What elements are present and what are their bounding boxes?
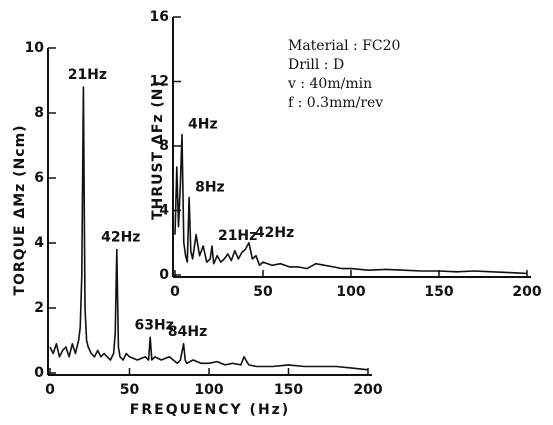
y-tick-label: 12 — [150, 74, 169, 90]
y-axis-label: THRUST ΔFz (N) — [150, 80, 166, 220]
spectrum-line — [49, 86, 369, 371]
y-tick-label: 4 — [34, 235, 44, 251]
x-tick-label: 0 — [45, 382, 55, 398]
x-tick-label: 0 — [170, 284, 180, 300]
peak-label: 63Hz — [134, 317, 173, 333]
y-axis-label: TORQUE ΔMz (Ncm) — [12, 124, 28, 295]
peak-label: 84Hz — [168, 324, 207, 340]
x-tick-label: 50 — [253, 284, 273, 300]
y-tick-label: 10 — [25, 40, 45, 56]
x-tick-label: 200 — [512, 284, 541, 300]
y-tick-label: 0 — [159, 267, 169, 283]
peak-label: 4Hz — [188, 117, 218, 133]
spectrum-line — [174, 133, 528, 275]
x-tick-label: 50 — [120, 382, 140, 398]
condition-text: Drill : D — [288, 57, 344, 73]
peak-label: 21Hz — [68, 67, 107, 83]
x-tick-label: 200 — [353, 382, 382, 398]
y-tick-label: 8 — [34, 105, 44, 121]
x-axis-label: FREQUENCY (Hz) — [130, 402, 290, 418]
x-tick-label: 150 — [274, 382, 303, 398]
peak-label: 42Hz — [101, 230, 140, 246]
x-tick-label: 100 — [336, 284, 365, 300]
y-tick-label: 2 — [34, 300, 44, 316]
condition-text: v : 40m/min — [287, 76, 372, 92]
x-tick-label: 100 — [194, 382, 223, 398]
y-tick-label: 8 — [159, 138, 169, 154]
peak-label: 8Hz — [195, 180, 225, 196]
peak-label: 42Hz — [255, 225, 294, 241]
peak-label: 21Hz — [218, 228, 257, 244]
y-tick-label: 0 — [34, 365, 44, 381]
y-tick-label: 16 — [150, 9, 169, 25]
condition-text: Material : FC20 — [288, 38, 400, 54]
x-tick-label: 150 — [424, 284, 453, 300]
y-tick-label: 6 — [34, 170, 44, 186]
y-tick-label: 4 — [159, 203, 169, 219]
condition-text: f : 0.3mm/rev — [288, 95, 383, 111]
